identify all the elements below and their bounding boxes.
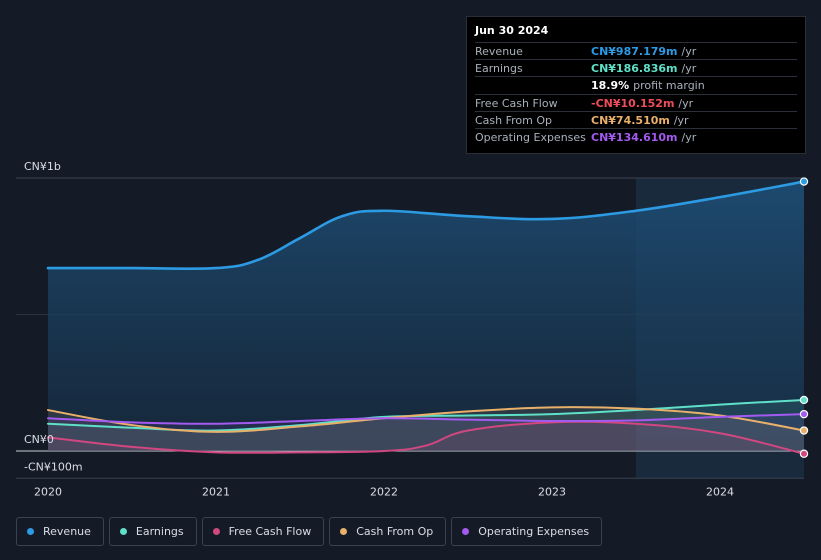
- tooltip-value: CN¥74.510m: [591, 113, 670, 127]
- x-axis-label: 2024: [706, 485, 734, 498]
- tooltip-panel: Jun 30 2024 Revenue CN¥987.179m /yr Earn…: [466, 16, 806, 154]
- legend-label: Earnings: [135, 525, 184, 538]
- legend-label: Cash From Op: [356, 525, 434, 538]
- tooltip-label: Earnings: [475, 62, 523, 76]
- free-cash-flow-area: [48, 421, 804, 454]
- operating-expenses-dot-icon: [462, 528, 470, 535]
- free-cash-flow-end-point: [799, 449, 809, 458]
- tooltip-row-free-cash-flow: Free Cash Flow -CN¥10.152m /yr: [475, 93, 797, 111]
- tooltip-row-earnings: Earnings CN¥186.836m /yr: [475, 59, 797, 76]
- tooltip-unit: /yr: [678, 96, 694, 110]
- x-axis-label: 2021: [202, 485, 230, 498]
- earnings-end-point: [799, 395, 809, 405]
- tooltip-value: -CN¥10.152m: [591, 96, 675, 110]
- legend-item-revenue[interactable]: Revenue: [16, 517, 104, 546]
- tooltip-value: CN¥987.179m: [591, 45, 678, 58]
- earnings-dot-icon: [119, 528, 127, 535]
- revenue-dot-icon: [27, 528, 34, 535]
- tooltip-unit: /yr: [681, 130, 697, 144]
- operating-expenses-end-point: [799, 409, 809, 419]
- tooltip-value: 18.9%: [591, 79, 630, 93]
- legend-label: Free Cash Flow: [228, 525, 312, 538]
- chart-legend: Revenue Earnings Free Cash Flow Cash Fro…: [16, 517, 607, 546]
- free-cash-flow-dot-icon: [212, 528, 220, 535]
- tooltip-row-revenue: Revenue CN¥987.179m /yr: [475, 42, 797, 59]
- tooltip-unit: /yr: [673, 113, 689, 127]
- tooltip-date: Jun 30 2024: [475, 24, 549, 37]
- tooltip-row-cash-from-op: Cash From Op CN¥74.510m /yr: [475, 110, 797, 128]
- legend-item-operating-expenses[interactable]: Operating Expenses: [451, 517, 603, 546]
- tooltip-unit: /yr: [681, 45, 697, 58]
- tooltip-value: CN¥186.836m: [591, 62, 678, 76]
- earnings-area: [48, 399, 804, 451]
- y-axis-label: CN¥0: [24, 433, 54, 446]
- tooltip-label: Cash From Op: [475, 113, 553, 127]
- tooltip-unit: profit margin: [633, 79, 705, 93]
- x-axis-label: 2020: [34, 485, 62, 498]
- cash-from-op-area: [48, 407, 804, 451]
- legend-item-free-cash-flow[interactable]: Free Cash Flow: [201, 517, 325, 546]
- cash-from-op-end-point: [799, 426, 809, 435]
- legend-item-earnings[interactable]: Earnings: [108, 517, 197, 546]
- tooltip-label: Revenue: [475, 45, 523, 58]
- tooltip-label: [475, 77, 591, 93]
- cash-from-op-dot-icon: [340, 528, 348, 535]
- cash-from-op-line: [47, 406, 805, 433]
- y-axis-label: -CN¥100m: [24, 460, 83, 473]
- revenue-line: [46, 180, 806, 271]
- y-axis-label: CN¥1b: [24, 160, 61, 173]
- legend-label: Revenue: [43, 525, 91, 538]
- legend-label: Operating Expenses: [478, 525, 590, 538]
- financials-chart: CN¥1b CN¥0 -CN¥100m 2020 2021 2022 2023 2024: [16, 160, 809, 498]
- x-axis-label: 2023: [538, 485, 566, 498]
- tooltip-unit: /yr: [681, 62, 697, 76]
- legend-item-cash-from-op[interactable]: Cash From Op: [329, 517, 447, 546]
- tooltip-label: Free Cash Flow: [475, 96, 558, 110]
- tooltip-value: CN¥134.610m: [591, 130, 678, 144]
- tooltip-row-profit-margin: 18.9% profit margin: [475, 76, 797, 93]
- revenue-area: [48, 181, 804, 451]
- operating-expenses-line: [47, 413, 805, 425]
- tooltip-row-operating-expenses: Operating Expenses CN¥134.610m /yr: [475, 127, 797, 145]
- revenue-end-point: [799, 177, 809, 186]
- x-axis-label: 2022: [370, 485, 398, 498]
- free-cash-flow-line: [47, 420, 805, 455]
- tooltip-label: Operating Expenses: [475, 130, 586, 144]
